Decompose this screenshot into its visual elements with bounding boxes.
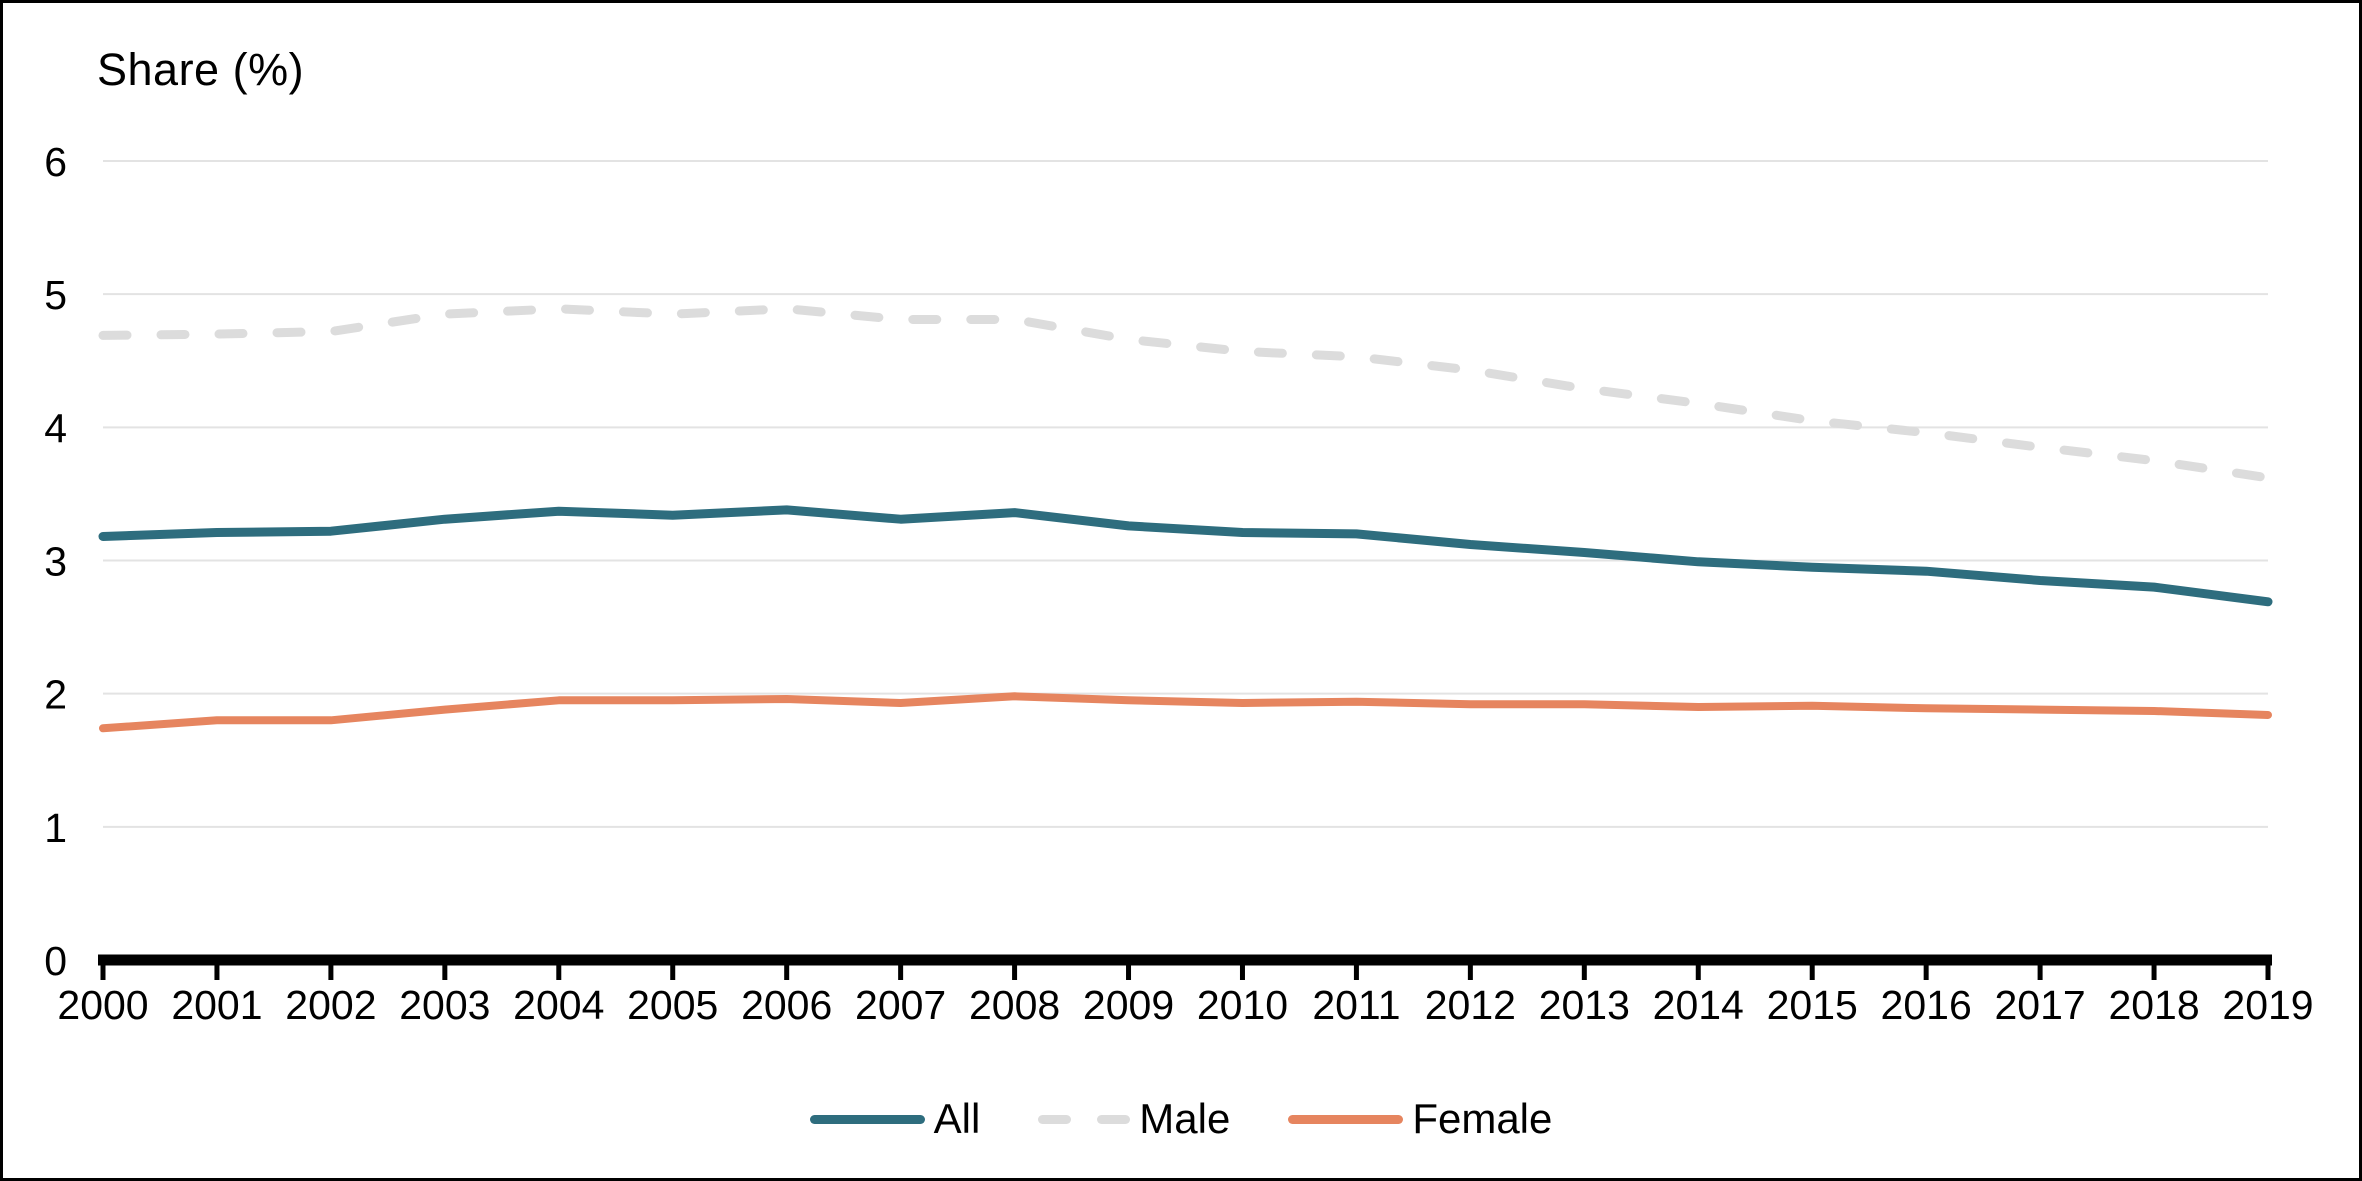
y-tick-label: 6 [44,139,67,185]
x-tick-label: 2015 [1767,982,1858,1028]
legend-label-female: Female [1412,1095,1553,1142]
x-tick-label: 2014 [1653,982,1744,1028]
x-tick-label: 2019 [2222,982,2313,1028]
x-tick-label: 2016 [1881,982,1972,1028]
y-tick-label: 3 [44,539,67,585]
x-tick-label: 2018 [2108,982,2199,1028]
legend-item-male: Male [1038,1095,1230,1143]
x-tick-label: 2006 [741,982,832,1028]
x-tick-label: 2002 [285,982,376,1028]
x-tick-label: 2000 [57,982,148,1028]
chart-title: Share (%) [97,44,305,95]
x-tick-label: 2012 [1425,982,1516,1028]
legend-label-male: Male [1139,1095,1231,1142]
legend-item-all: All [809,1095,981,1143]
y-tick-label: 1 [44,805,67,851]
x-tick-label: 2007 [855,982,946,1028]
x-tick-label: 2011 [1312,982,1400,1028]
y-tick-label: 0 [44,938,67,984]
x-tick-label: 2017 [1994,982,2085,1028]
x-tick-label: 2003 [399,982,490,1028]
legend-swatch-male [1038,1114,1131,1124]
legend-dash-icon [1038,1114,1072,1124]
x-tick-label: 2013 [1539,982,1630,1028]
y-tick-label: 5 [44,272,67,318]
legend-swatch-female [1288,1114,1404,1124]
x-tick-label: 2004 [513,982,604,1028]
line-chart: 0 1 2 3 4 5 6 2000 2001 2002 2003 2004 2005 2006 2007 2… [44,139,2313,1028]
legend-swatch-all [809,1114,925,1124]
x-tick-label: 2009 [1083,982,1174,1028]
legend-label-all: All [933,1095,981,1142]
series-line-all [98,505,2273,607]
x-tick-label: 2001 [171,982,262,1028]
y-tick-label: 4 [44,405,67,451]
y-tick-label: 2 [44,672,67,718]
x-tick-label: 2010 [1197,982,1288,1028]
chart-legend: All Male Female [3,1095,2359,1143]
series-line-male [98,304,2273,483]
x-tick-label: 2008 [969,982,1060,1028]
legend-item-female: Female [1288,1095,1552,1143]
series-line-female [99,692,2272,733]
legend-dash-icon [1097,1114,1131,1124]
x-tick-label: 2005 [627,982,718,1028]
